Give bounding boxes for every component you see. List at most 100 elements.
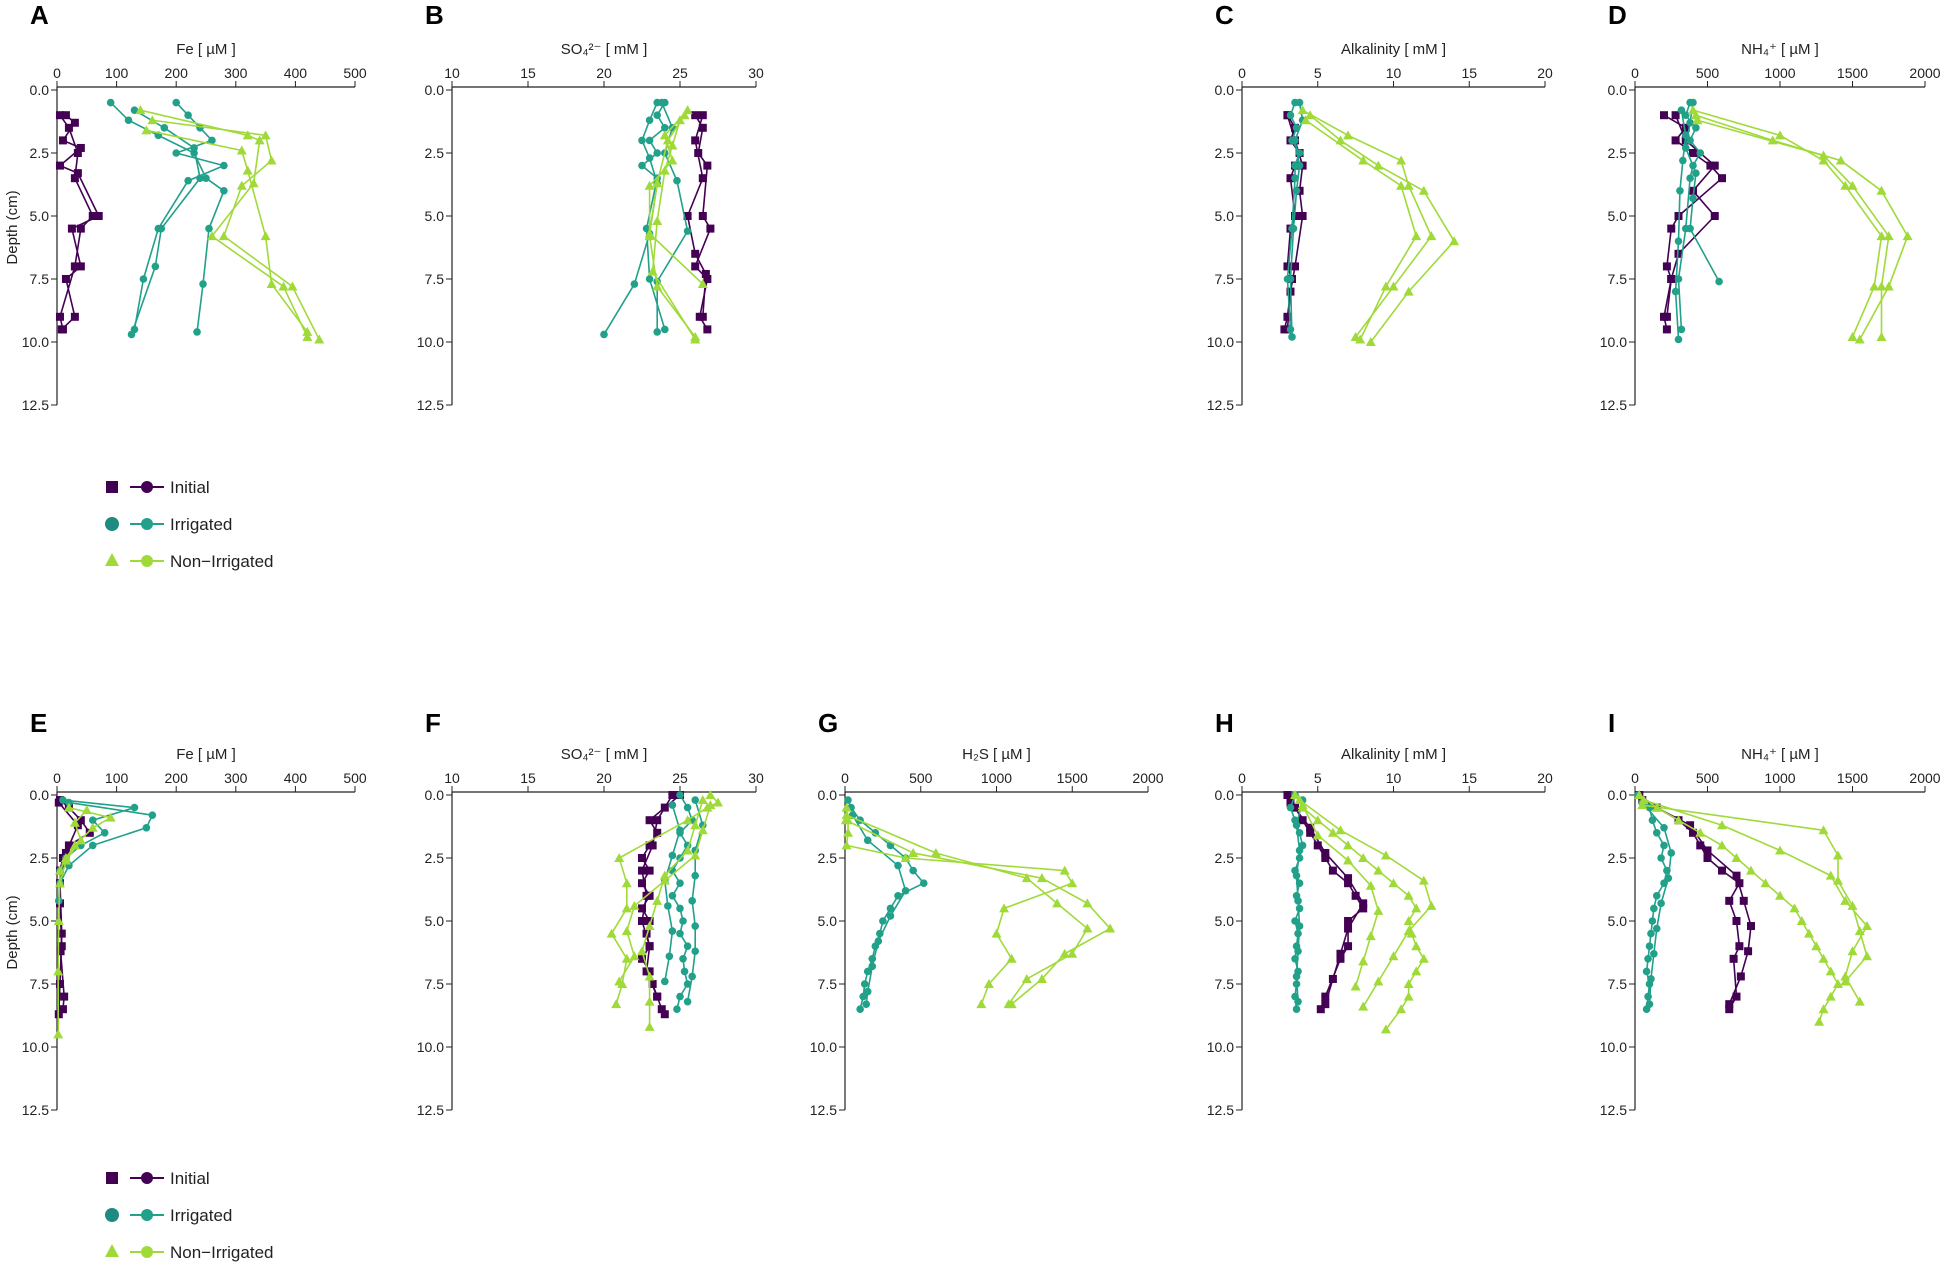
data-point xyxy=(701,269,710,278)
data-point xyxy=(690,334,701,344)
series-line xyxy=(641,799,704,1027)
data-point xyxy=(697,795,708,805)
series-initial xyxy=(683,111,710,321)
data-point xyxy=(621,903,632,913)
data-point xyxy=(859,992,867,1001)
data-point xyxy=(1335,825,1346,835)
data-point xyxy=(638,866,646,875)
series-non-irrigated xyxy=(147,115,325,344)
data-point xyxy=(645,917,654,925)
data-point xyxy=(76,816,85,825)
data-point xyxy=(1847,331,1858,341)
data-point xyxy=(1689,194,1697,203)
data-point xyxy=(1825,991,1836,1001)
data-point xyxy=(75,835,86,845)
panel-letter: H xyxy=(1215,708,1234,738)
data-point xyxy=(1021,873,1032,883)
series-line xyxy=(1309,114,1455,343)
data-point xyxy=(1344,874,1353,883)
x-tick-label: 5 xyxy=(1314,770,1322,786)
data-point xyxy=(879,917,887,925)
data-point xyxy=(1736,972,1745,981)
data-point xyxy=(1660,111,1668,120)
x-tick-label: 30 xyxy=(748,65,764,81)
y-tick-label: 0.0 xyxy=(818,787,838,803)
series-non-irrigated xyxy=(1688,105,1887,341)
y-axis-title: Depth (cm) xyxy=(4,190,21,264)
data-point xyxy=(1289,224,1298,233)
data-point xyxy=(1288,333,1296,341)
data-point xyxy=(638,904,646,913)
data-point xyxy=(1403,991,1414,1001)
data-point xyxy=(683,942,692,950)
data-point xyxy=(600,330,608,339)
data-point xyxy=(1703,846,1712,855)
data-point xyxy=(1696,149,1705,157)
data-point xyxy=(61,111,70,120)
panel-letter: D xyxy=(1608,0,1627,30)
data-point xyxy=(1710,212,1719,220)
data-point xyxy=(1286,803,1295,812)
data-point xyxy=(1731,853,1742,862)
data-point xyxy=(1292,972,1301,981)
series-non-irrigated xyxy=(1300,115,1422,344)
data-point xyxy=(1365,337,1376,346)
data-point xyxy=(61,848,70,857)
x-tick-label: 200 xyxy=(165,65,189,81)
data-point xyxy=(151,262,160,271)
y-tick-label: 5.0 xyxy=(1608,208,1628,224)
data-point xyxy=(1036,973,1047,983)
legend-square-marker xyxy=(106,1172,118,1184)
data-point xyxy=(1082,898,1093,908)
data-point xyxy=(1295,922,1304,930)
series-line xyxy=(845,819,1111,1005)
data-point xyxy=(1883,281,1894,291)
data-point xyxy=(661,124,669,132)
data-point xyxy=(314,334,325,344)
data-point xyxy=(691,871,699,880)
data-point xyxy=(55,161,64,170)
data-point xyxy=(606,928,617,938)
data-point xyxy=(1674,237,1683,245)
data-point xyxy=(930,847,941,857)
data-point xyxy=(894,861,902,870)
x-tick-label: 300 xyxy=(224,770,248,786)
data-point xyxy=(841,810,852,820)
data-point xyxy=(60,855,71,865)
data-point xyxy=(1662,262,1671,271)
series-line xyxy=(130,109,201,335)
data-point xyxy=(1862,921,1872,931)
y-tick-label: 7.5 xyxy=(1608,271,1628,287)
data-point xyxy=(844,796,852,804)
data-point xyxy=(653,328,661,336)
data-point xyxy=(1647,975,1655,983)
data-point xyxy=(1674,335,1683,344)
data-point xyxy=(1396,1004,1407,1014)
data-point xyxy=(287,281,298,291)
series-irrigated xyxy=(848,811,910,1008)
data-point xyxy=(1067,878,1078,888)
y-tick-label: 5.0 xyxy=(818,913,838,929)
x-tick-label: 1000 xyxy=(1764,65,1795,81)
data-point xyxy=(1732,992,1741,1001)
y-tick-label: 5.0 xyxy=(1215,208,1235,224)
data-point xyxy=(1312,815,1323,825)
data-point xyxy=(67,224,76,233)
data-point xyxy=(668,892,677,900)
data-point xyxy=(652,178,663,188)
data-point xyxy=(278,281,289,291)
data-point xyxy=(53,1029,64,1039)
series-line xyxy=(1286,102,1301,330)
series-non-irrigated xyxy=(1638,795,1872,1006)
data-point xyxy=(668,851,677,860)
data-point xyxy=(629,900,640,910)
data-point xyxy=(1747,922,1755,931)
data-point xyxy=(1403,979,1414,988)
data-point xyxy=(886,912,895,920)
data-point xyxy=(1328,866,1337,875)
data-point xyxy=(863,987,872,996)
data-point xyxy=(1426,900,1437,910)
data-point xyxy=(220,161,228,170)
data-point xyxy=(644,1021,655,1031)
data-point xyxy=(55,312,64,321)
